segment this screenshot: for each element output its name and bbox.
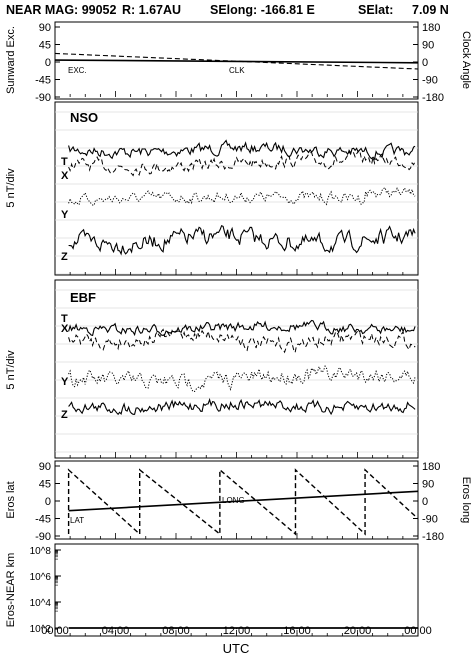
y-tick-label-left: -90 <box>35 92 51 104</box>
ebf-label-z: Z <box>61 409 68 421</box>
nso-series-t <box>68 139 416 161</box>
header-selat: SElat: <box>358 3 393 17</box>
y-tick-label-right: -180 <box>422 531 444 543</box>
x-axis-label: UTC <box>223 641 250 656</box>
header-distance: R: 1.67AU <box>122 3 181 17</box>
nso-ylabel: 5 nT/div <box>5 168 17 208</box>
y-tick-label-right: 0 <box>422 496 428 508</box>
y-tick-label-right: -90 <box>422 514 438 526</box>
panel-distance: Eros-NEAR km 10^8 10^6 10^4 10^2 <box>5 543 419 637</box>
ebf-series-x <box>68 328 416 355</box>
y-tick-label-right: 0 <box>422 57 428 69</box>
clock-angle-ylabel: Clock Angle <box>460 31 472 89</box>
nso-series-x <box>68 148 416 177</box>
series-line-lat <box>67 468 419 536</box>
y-tick-label-left: 10^6 <box>30 572 52 583</box>
eros-lat-ylabel: Eros lat <box>5 481 17 518</box>
x-tick-label: 16:00 <box>283 625 311 637</box>
y-tick-label-left: 0 <box>45 57 51 69</box>
nso-series-y <box>68 186 416 206</box>
ebf-series-z <box>68 397 416 416</box>
x-tick-label: 04:00 <box>102 625 130 637</box>
distance-ylabel: Eros-NEAR km <box>5 553 17 628</box>
long-series-label: LONG <box>222 496 245 505</box>
eros-long-ylabel: Eros long <box>460 477 472 523</box>
sunward-ylabel: Sunward Exc. <box>5 26 17 94</box>
y-tick-label-left: 0 <box>45 496 51 508</box>
y-tick-label-left: 45 <box>39 479 51 491</box>
y-tick-label-right: -90 <box>422 75 438 87</box>
exc-series-label: EXC. <box>68 66 87 75</box>
y-tick-label-left: 10^8 <box>30 546 52 557</box>
panel-distance-frame <box>54 543 419 637</box>
x-tick-label: 00:00 <box>41 625 69 637</box>
ebf-label-t: T <box>61 313 68 325</box>
panel-sunward: Sunward Exc. Clock Angle 90 180 45 90 0 0 -45 -… <box>5 21 472 104</box>
panel-eros: Eros lat Eros long 90 180 45 90 0 0 -45 -90 -90 -… <box>5 460 472 543</box>
header-selong: SElong: -166.81 E <box>210 3 315 17</box>
sunward-ticks: 90 180 45 90 0 0 -45 -90 -90 -180 <box>35 22 444 104</box>
y-tick-label-left: 45 <box>39 40 51 52</box>
y-tick-label-left: 90 <box>39 22 51 34</box>
nso-grid <box>55 111 418 275</box>
distance-ticks: 10^8 10^6 10^4 10^2 <box>30 546 61 635</box>
series-line-long <box>68 490 419 512</box>
x-tick-label: 08:00 <box>162 625 190 637</box>
nso-label-t: T <box>61 156 68 168</box>
y-tick-label-left: -45 <box>35 75 51 87</box>
panel-nso-frame <box>54 101 419 276</box>
x-tick-label: 20:00 <box>344 625 372 637</box>
eros-ticks: 90 180 45 90 0 0 -45 -90 -90 -180 <box>35 461 444 543</box>
series-line-clk <box>54 52 419 70</box>
nso-label-x: X <box>61 170 69 182</box>
y-tick-label-left: 10^2 <box>30 624 52 635</box>
eros-series <box>67 468 419 536</box>
ebf-label-x: X <box>61 323 69 335</box>
y-tick-label-right: 90 <box>422 479 434 491</box>
x-tick-label: 12:00 <box>223 625 251 637</box>
panel-ebf-frame <box>54 279 419 459</box>
nso-series-z <box>68 224 416 256</box>
ebf-series-t <box>68 319 416 337</box>
lat-series-label: LAT <box>70 516 84 525</box>
ebf-grid <box>55 289 418 453</box>
y-tick-label-right: 180 <box>422 461 440 473</box>
y-tick-label-left: -90 <box>35 531 51 543</box>
nso-label-z: Z <box>61 251 68 263</box>
nso-series <box>68 139 416 256</box>
series-line-exc <box>54 59 419 64</box>
panel-ebf: EBF 5 nT/div T X Y Z <box>5 279 419 459</box>
ebf-label-y: Y <box>61 376 69 388</box>
ebf-series-y <box>68 364 416 393</box>
y-tick-label-right: 180 <box>422 22 440 34</box>
y-tick-label-left: -45 <box>35 514 51 526</box>
header-title: NEAR MAG: 99052 <box>6 3 116 17</box>
y-tick-label-left: 10^4 <box>30 598 52 609</box>
sunward-series <box>54 52 419 70</box>
header: NEAR MAG: 99052 R: 1.67AU SElong: -166.8… <box>6 3 449 17</box>
ebf-ylabel: 5 nT/div <box>5 350 17 390</box>
nso-label-y: Y <box>61 209 69 221</box>
y-tick-label-left: 90 <box>39 461 51 473</box>
y-tick-label-right: -180 <box>422 92 444 104</box>
panel-nso: NSO 5 nT/div T X Y Z <box>5 101 419 276</box>
y-tick-label-right: 90 <box>422 40 434 52</box>
header-selat-value: 7.09 N <box>412 3 449 17</box>
clk-series-label: CLK <box>229 66 245 75</box>
x-axis: 00:00 04:00 08:00 12:00 16:00 20:00 00:00 <box>41 91 432 637</box>
x-tick-label: 00:00 <box>404 625 432 637</box>
nso-title: NSO <box>70 110 98 125</box>
ebf-title: EBF <box>70 290 96 305</box>
ebf-series <box>68 319 416 416</box>
